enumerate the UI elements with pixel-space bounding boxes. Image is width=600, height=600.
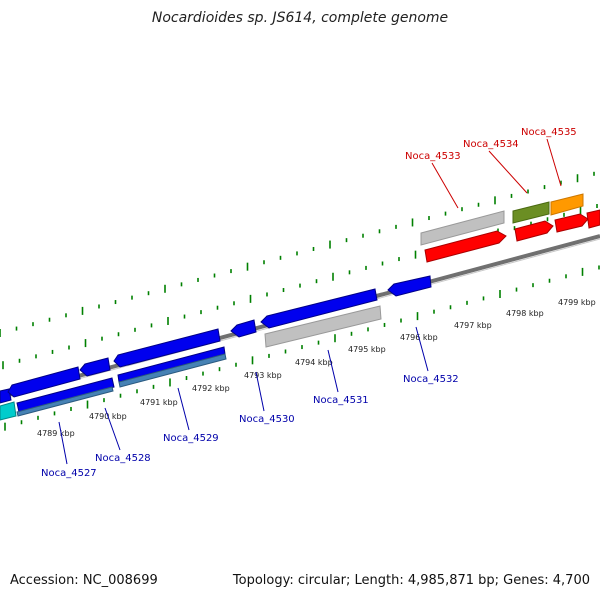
callout-line (255, 371, 265, 412)
scale-label: 4799 kbp (558, 298, 596, 307)
scale-label: 4791 kbp (140, 398, 178, 407)
gene-label-reverse[interactable]: Noca_4532 (403, 374, 459, 385)
gene-forward-noca4533[interactable] (424, 230, 507, 263)
gene-label-forward[interactable]: Noca_4535 (521, 127, 577, 138)
callout-line (415, 326, 429, 372)
gene-olive[interactable] (512, 201, 550, 224)
gene-label-reverse[interactable]: Noca_4530 (239, 414, 295, 425)
gene-orange[interactable] (550, 193, 584, 216)
scale-label: 4793 kbp (244, 371, 282, 380)
gene-pseudo-reverse[interactable] (264, 305, 382, 348)
reverse-callouts: Noca_4527 Noca_4528 Noca_4529 Noca_4530 Noca… (41, 326, 459, 479)
gene-label-reverse[interactable]: Noca_4527 (41, 468, 97, 479)
callout-line (177, 387, 190, 431)
gene-forward-edge[interactable] (586, 209, 600, 229)
gene-label-reverse[interactable]: Noca_4529 (163, 433, 219, 444)
gene-label-reverse[interactable]: Noca_4528 (95, 453, 151, 464)
scale-label: 4797 kbp (454, 321, 492, 330)
scale-label: 4794 kbp (295, 358, 333, 367)
gene-reverse-noca4529[interactable] (113, 328, 221, 368)
reverse-track (0, 275, 432, 404)
gene-steelblue-b[interactable] (118, 353, 227, 388)
scale-label: 4789 kbp (37, 429, 75, 438)
callout-line (104, 407, 121, 451)
gene-reverse-noca4527[interactable] (7, 366, 81, 398)
forward-track-inner (424, 209, 600, 263)
gene-forward-noca4534[interactable] (514, 220, 554, 242)
outer-tick-row (0, 171, 595, 337)
middle-tick-row (2, 204, 598, 370)
gene-forward-noca4535[interactable] (554, 213, 589, 233)
callout-line (58, 421, 68, 465)
forward-track-outer (420, 193, 584, 246)
inner-tick-row (4, 265, 600, 431)
callout-line (431, 162, 459, 209)
accession-text: Accession: NC_008699 (10, 573, 158, 588)
gene-reverse-noca4530[interactable] (230, 319, 257, 338)
gene-reverse-inner-a[interactable] (16, 377, 115, 413)
gene-label-forward[interactable]: Noca_4533 (405, 151, 461, 162)
callout-line (327, 349, 339, 393)
tick-rows (0, 171, 600, 431)
gene-steelblue-a[interactable] (16, 386, 114, 417)
gene-pseudo-forward-a[interactable] (420, 210, 505, 246)
reverse-track-inner (0, 305, 382, 421)
gene-label-reverse[interactable]: Noca_4531 (313, 395, 369, 406)
map-title: Nocardioides sp. JS614, complete genome (151, 10, 449, 26)
gene-cyan[interactable] (0, 401, 17, 421)
gene-label-forward[interactable]: Noca_4534 (463, 139, 519, 150)
gene-reverse-noca4528[interactable] (79, 357, 111, 377)
topology-text: Topology: circular; Length: 4,985,871 bp… (232, 573, 590, 588)
gene-reverse-noca4532[interactable] (387, 275, 432, 297)
callout-line (488, 150, 528, 194)
scale-label: 4792 kbp (192, 384, 230, 393)
gene-reverse-noca4531[interactable] (260, 288, 378, 329)
callout-line (546, 138, 562, 187)
scale-label: 4798 kbp (506, 309, 544, 318)
scale-label: 4795 kbp (348, 345, 386, 354)
